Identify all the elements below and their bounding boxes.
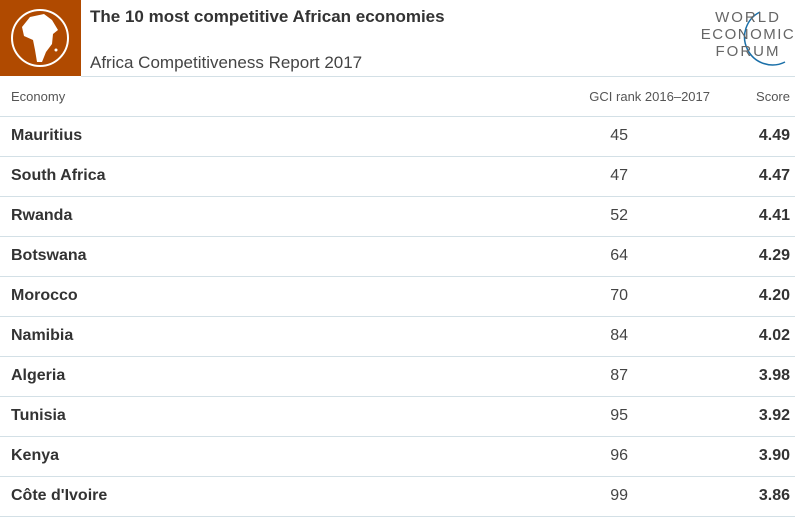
gci-rank: 99 (610, 487, 628, 504)
row-divider (0, 476, 795, 477)
gci-rank: 96 (610, 447, 628, 464)
column-header-score: Score (756, 89, 790, 104)
svg-text:WORLD: WORLD (715, 9, 781, 26)
header-badge (0, 0, 81, 76)
row-divider (0, 196, 795, 197)
table-row: Côte d'Ivoire 99 3.86 (0, 477, 800, 517)
economy-name: Botswana (11, 247, 87, 264)
gci-rank: 45 (610, 127, 628, 144)
economy-name: Namibia (11, 327, 74, 344)
score-value: 4.20 (758, 287, 790, 304)
economy-name: Rwanda (11, 207, 73, 224)
table-row: South Africa 47 4.47 (0, 157, 800, 197)
row-divider (0, 316, 795, 317)
gci-rank: 52 (610, 207, 628, 224)
score-value: 4.02 (758, 327, 790, 344)
economy-name: Kenya (11, 447, 60, 464)
chart-title: The 10 most competitive African economie… (90, 7, 445, 26)
row-divider (0, 156, 795, 157)
score-value: 3.92 (758, 407, 790, 424)
row-divider (0, 276, 795, 277)
row-divider (0, 356, 795, 357)
economy-name: Tunisia (11, 407, 66, 424)
economy-name: South Africa (11, 167, 106, 184)
score-value: 4.47 (758, 167, 790, 184)
table-row: Mauritius 45 4.49 (0, 117, 800, 157)
gci-rank: 84 (610, 327, 628, 344)
gci-rank: 47 (610, 167, 628, 184)
gci-rank: 87 (610, 367, 628, 384)
chart-subtitle: Africa Competitiveness Report 2017 (90, 53, 363, 72)
gci-rank: 95 (610, 407, 628, 424)
table-row: Rwanda 52 4.41 (0, 197, 800, 237)
table-row: Tunisia 95 3.92 (0, 397, 800, 437)
score-value: 4.41 (758, 207, 790, 224)
table-row: Algeria 87 3.98 (0, 357, 800, 397)
africa-globe-icon (11, 9, 69, 67)
economy-name: Côte d'Ivoire (11, 487, 108, 504)
svg-text:FORUM: FORUM (716, 43, 781, 60)
svg-text:ECONOMIC: ECONOMIC (701, 26, 796, 43)
row-divider (0, 396, 795, 397)
table-row: Botswana 64 4.29 (0, 237, 800, 277)
header-divider (81, 76, 795, 77)
column-header-divider (0, 116, 795, 117)
score-value: 3.98 (758, 367, 790, 384)
row-divider (0, 236, 795, 237)
column-header-rank: GCI rank 2016–2017 (589, 89, 710, 104)
economy-name: Algeria (11, 367, 66, 384)
table-row: Kenya 96 3.90 (0, 437, 800, 477)
gci-rank: 64 (610, 247, 628, 264)
score-value: 4.29 (758, 247, 790, 264)
row-divider (0, 436, 795, 437)
gci-rank: 70 (610, 287, 628, 304)
score-value: 4.49 (758, 127, 790, 144)
score-value: 3.90 (758, 447, 790, 464)
score-value: 3.86 (758, 487, 790, 504)
wef-logo: WORLD ECONOMIC FORUM (700, 6, 800, 66)
column-header-economy: Economy (11, 89, 66, 104)
table-row: Morocco 70 4.20 (0, 277, 800, 317)
table-row: Namibia 84 4.02 (0, 317, 800, 357)
economy-name: Mauritius (11, 127, 83, 144)
economy-name: Morocco (11, 287, 78, 304)
